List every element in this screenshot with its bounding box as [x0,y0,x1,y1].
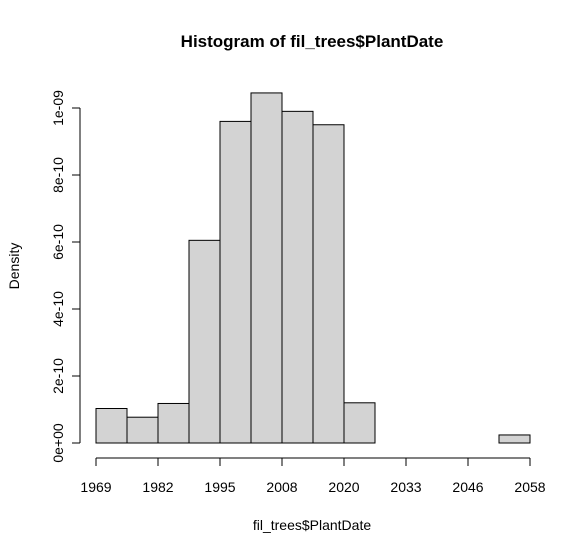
histogram-bar [281,110,314,444]
histogram-bar [157,402,190,444]
x-tick-label: 2046 [452,479,483,495]
x-axis-label: fil_trees$PlantDate [253,517,372,533]
y-tick-label: 1e-09 [50,90,66,126]
chart-title: Histogram of fil_trees$PlantDate [181,32,444,51]
y-tick-label: 4e-10 [50,291,66,327]
y-tick-label: 8e-10 [50,157,66,193]
histogram-bar [343,402,376,444]
x-axis: 1969 1982 1995 2008 2020 2033 2046 2058 [80,457,546,495]
x-tick-label: 1982 [142,479,173,495]
x-tick-label: 2020 [328,479,359,495]
bars-group [95,92,531,444]
x-tick-label: 2033 [390,479,421,495]
histogram-bar [126,416,159,444]
histogram-bar [219,120,252,444]
x-tick-label: 2008 [266,479,297,495]
x-tick-label: 1969 [80,479,111,495]
histogram-bar [250,92,283,444]
x-tick-label: 2058 [514,479,545,495]
y-axis-label: Density [6,243,22,290]
histogram-bar [188,239,221,444]
y-tick-label: 2e-10 [50,358,66,394]
y-tick-label: 0e+00 [50,423,66,463]
x-tick-label: 1995 [204,479,235,495]
y-tick-label: 6e-10 [50,224,66,260]
y-axis: 0e+00 2e-10 4e-10 6e-10 8e-10 1e-09 [50,90,81,463]
histogram-bar [95,408,128,444]
histogram-bar [312,124,345,444]
histogram-bar [498,434,531,444]
